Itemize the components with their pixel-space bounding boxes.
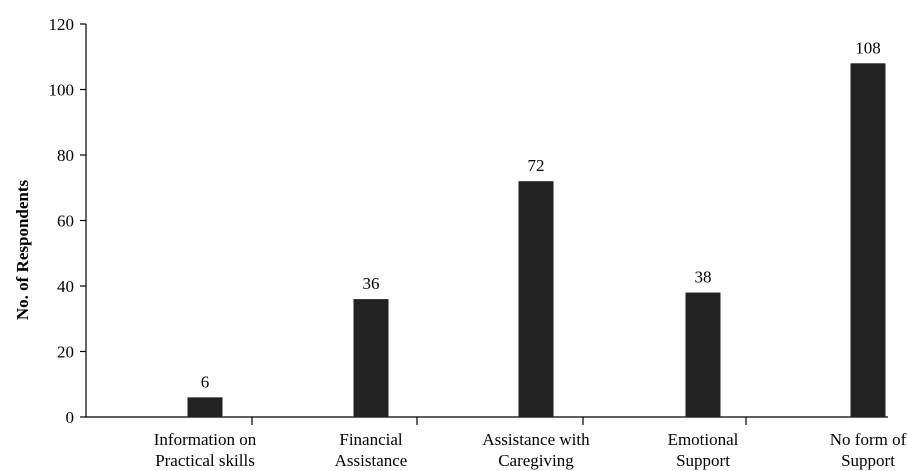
bar [518,181,554,417]
bar [685,292,721,417]
bars [187,63,886,418]
y-tick-label: 60 [57,212,74,231]
y-tick-label: 20 [57,343,74,362]
y-tick-label: 40 [57,277,74,296]
y-axis: 0 20 40 60 80 100 120 [49,15,87,427]
y-axis-title: No. of Respondents [13,179,32,320]
category-label: Information on [154,430,257,449]
bar [850,63,886,418]
y-tick-label: 0 [66,408,75,427]
y-tick-label: 80 [57,146,74,165]
data-label: 38 [695,268,712,287]
y-tick-label: 100 [49,81,75,100]
bar [187,397,223,417]
category-label: Assistance with [482,430,590,449]
category-label: Assistance [335,451,408,470]
data-label: 6 [201,372,210,391]
data-label: 108 [855,38,881,57]
category-label: Financial [339,430,403,449]
data-label: 36 [363,274,380,293]
data-labels: 6 36 72 38 108 [201,38,881,391]
x-axis [86,416,888,425]
category-label: Emotional [668,430,739,449]
category-label: Support [676,451,730,470]
y-tick-label: 120 [49,15,75,34]
category-label: Caregiving [498,451,574,470]
data-label: 72 [528,156,545,175]
category-labels: Information on Practical skills Financial A… [154,430,907,470]
category-label: Practical skills [155,451,255,470]
bar [353,299,389,417]
category-label: Support [841,451,895,470]
category-label: No form of [830,430,907,449]
